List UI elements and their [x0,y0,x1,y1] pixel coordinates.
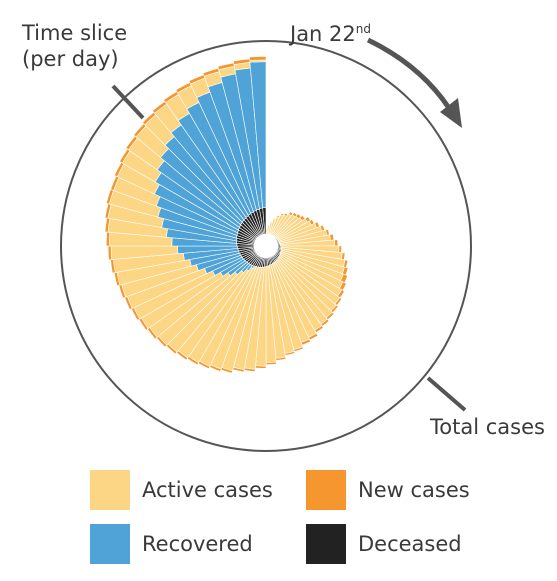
total-cases-annotation: Total cases [430,415,545,439]
new-cases-slice [249,56,267,61]
total-cases-pointer [426,376,467,412]
start-date-label: Jan 22nd [290,16,371,47]
new-cases-slice [334,239,339,247]
legend-swatch-recovered [90,524,130,564]
total-cases-ring [60,40,472,452]
legend-swatch-deceased [306,524,346,564]
legend-swatch-active [90,470,130,510]
legend-label-active: Active cases [142,478,273,502]
new-cases-slice [338,245,342,253]
legend-item-recovered: Recovered [90,524,253,564]
legend-label-recovered: Recovered [142,532,253,556]
new-cases-slice [341,252,346,261]
time-slice-line-1: Time slice [22,21,128,45]
time-slice-line-2: (per day) [22,47,119,71]
time-slice-annotation: Time slice (per day) [22,20,127,72]
new-cases-slice [107,245,112,261]
legend-label-deceased: Deceased [358,532,462,556]
wedges-group [104,56,349,374]
start-date-suffix: nd [355,22,372,36]
legend-label-new: New cases [358,478,470,502]
new-cases-slice [265,361,277,365]
legend-item-deceased: Deceased [306,524,462,564]
new-cases-slice [105,231,111,247]
legend: Active cases New cases Recovered Decease… [0,462,557,581]
direction-arrow [366,37,452,110]
legend-item-active: Active cases [90,470,273,510]
time-slice-pointer [111,84,145,120]
new-cases-slice [255,365,267,369]
new-cases-slice [329,233,335,241]
radial-chart [60,37,472,452]
arrowhead-icon [440,98,462,128]
start-date-text: Jan 22 [290,22,356,46]
legend-item-new: New cases [306,470,470,510]
legend-swatch-new [306,470,346,510]
